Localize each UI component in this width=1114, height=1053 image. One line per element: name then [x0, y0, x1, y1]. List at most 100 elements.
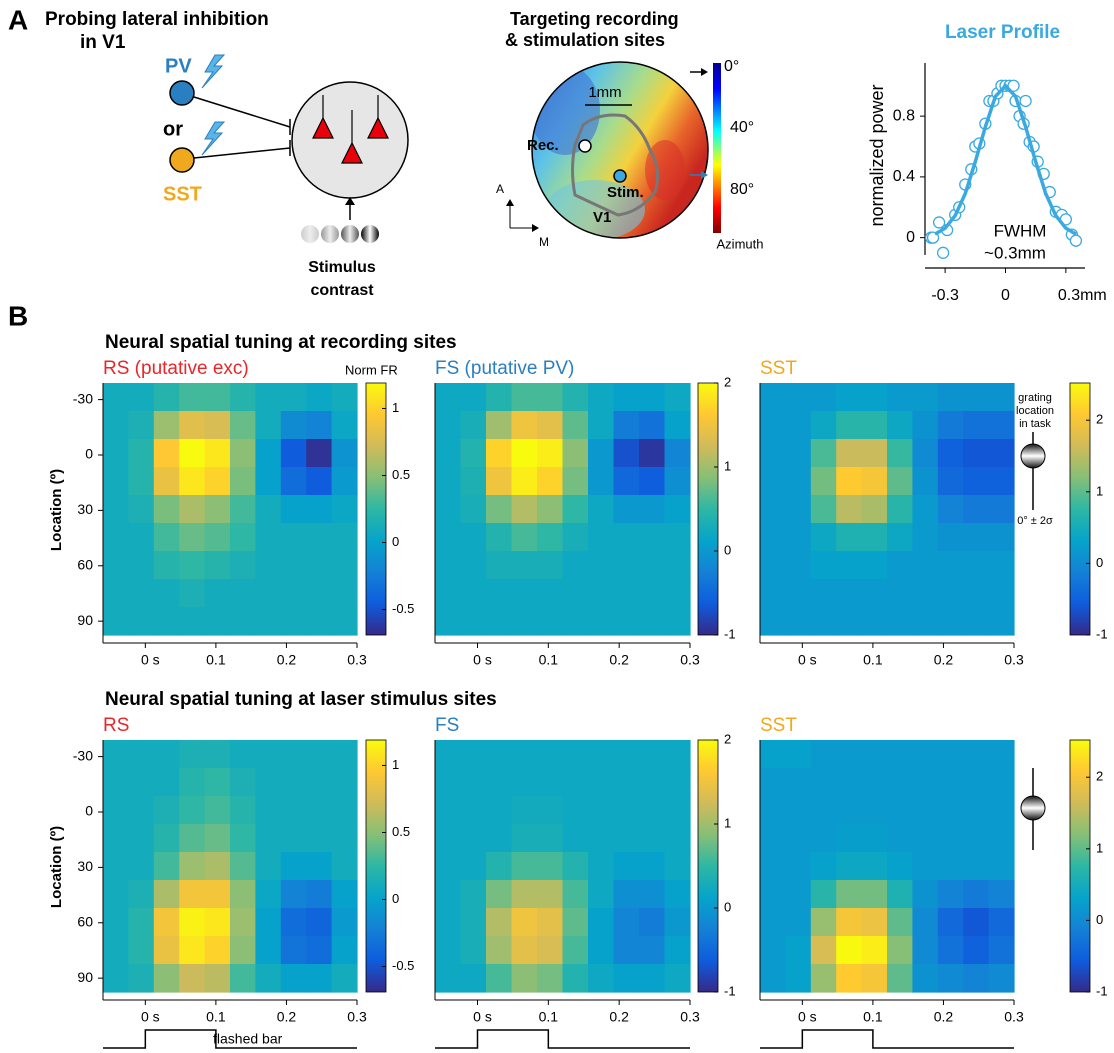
heatmap-cell — [639, 383, 666, 412]
heatmap-cell — [639, 467, 666, 496]
fit-line — [934, 83, 1077, 236]
heatmap-cell — [639, 908, 666, 937]
heatmap-cell — [230, 551, 256, 580]
heatmap-cell — [511, 383, 538, 412]
x-tick-label: 0.2 — [609, 652, 629, 668]
x-tick-label: 0.1 — [206, 652, 226, 668]
heatmap-cell — [861, 768, 888, 797]
heatmap-cell — [460, 908, 487, 937]
heatmap-cell — [810, 439, 837, 468]
heatmap-cell — [912, 551, 939, 580]
heatmap-cell — [537, 495, 564, 524]
heatmap-cell — [179, 411, 206, 440]
heatmap-cell — [306, 908, 333, 937]
heatmap-cell — [103, 439, 129, 468]
heatmap-cell — [153, 523, 180, 552]
heatmap-cell — [562, 936, 589, 965]
heatmap-cell — [613, 880, 640, 909]
heatmap-cell — [460, 579, 487, 608]
heatmap-cell — [103, 936, 129, 965]
heatmap-cell — [204, 439, 231, 468]
heatmap-cell — [613, 607, 640, 636]
y-axis-label: normalized power — [867, 84, 887, 226]
heatmap-cell — [861, 523, 888, 552]
heatmap-cell — [664, 796, 691, 825]
heatmap-cell — [836, 852, 863, 881]
colorbar-tick-label: 1 — [392, 757, 399, 772]
heatmap-cell — [988, 852, 1015, 881]
y-tick-label: 0.4 — [893, 168, 915, 185]
heatmap-cell — [204, 411, 231, 440]
heatmap-cell — [179, 607, 206, 636]
heatmap-cell — [562, 824, 589, 853]
heatmap-cell — [760, 383, 786, 412]
heatmap-cell — [204, 579, 231, 608]
x-tick-label: 0 s — [473, 652, 492, 668]
connection — [193, 147, 291, 159]
heatmap-cell — [153, 964, 180, 993]
heatmap-cell — [639, 551, 666, 580]
heatmap-cell — [537, 936, 564, 965]
heatmap-cell — [639, 796, 666, 825]
annotation: ~0.3mm — [984, 243, 1046, 262]
colorbar-tick-label: 0 — [724, 542, 731, 557]
colorbar-tick-label: 2 — [724, 374, 731, 389]
heatmap-cell — [588, 740, 615, 769]
heatmap-cell — [179, 852, 206, 881]
heatmap-cell — [912, 523, 939, 552]
heatmap-cell — [486, 964, 513, 993]
heatmap-cell — [280, 796, 307, 825]
heatmap-cell — [204, 740, 231, 769]
heatmap-cell — [435, 824, 462, 853]
heatmap-cell — [230, 579, 256, 608]
heatmap-cell — [280, 964, 307, 993]
heatmap-cell — [613, 824, 640, 853]
heatmap-cell — [435, 768, 462, 797]
x-tick-label: 0 — [1001, 287, 1010, 304]
colorbar-tick-label: -1 — [724, 983, 736, 998]
heatmap-cell — [937, 796, 964, 825]
heatmap-cell — [963, 523, 990, 552]
heatmap-cell — [613, 740, 640, 769]
heatmap-cell — [179, 964, 206, 993]
heatmap-cell — [511, 824, 538, 853]
heatmap-cell — [639, 824, 666, 853]
heatmap-cell — [230, 908, 256, 937]
heatmap-cell — [153, 768, 180, 797]
heatmap-cell — [486, 495, 513, 524]
heatmap-cell — [103, 579, 129, 608]
heatmap-cell — [613, 383, 640, 412]
colorbar — [697, 382, 719, 636]
heatmap-cell — [785, 936, 812, 965]
light-bolt — [201, 54, 226, 89]
heatmap-cell — [460, 936, 487, 965]
heatmap-cell — [664, 740, 691, 769]
heatmap-cell — [785, 768, 812, 797]
heatmap-cell — [988, 411, 1015, 440]
heatmap-cell — [613, 551, 640, 580]
heatmap-cell — [861, 852, 888, 881]
heatmap-cell — [460, 796, 487, 825]
heatmap-cell — [204, 551, 231, 580]
heatmap-cell — [435, 936, 462, 965]
heatmap-cell — [537, 523, 564, 552]
heatmap-cell — [937, 768, 964, 797]
heatmap-cell — [937, 964, 964, 993]
heatmap-cell — [639, 964, 666, 993]
heatmap-cell — [486, 411, 513, 440]
heatmap-cell — [306, 768, 333, 797]
heatmap-cell — [861, 467, 888, 496]
heatmap-cell — [760, 740, 786, 769]
heatmap-cell — [306, 796, 333, 825]
heatmap-cell — [810, 495, 837, 524]
heatmap-cell — [204, 523, 231, 552]
heatmap-cell — [511, 411, 538, 440]
heatmap-cell — [179, 908, 206, 937]
heatmap-cell — [785, 908, 812, 937]
heatmap-cell — [887, 768, 913, 797]
heatmap-cell — [128, 852, 155, 881]
heatmap-cell — [280, 852, 307, 881]
heatmap-cell — [785, 383, 812, 412]
heatmap-cell — [588, 467, 615, 496]
heatmap-cell — [230, 467, 256, 496]
